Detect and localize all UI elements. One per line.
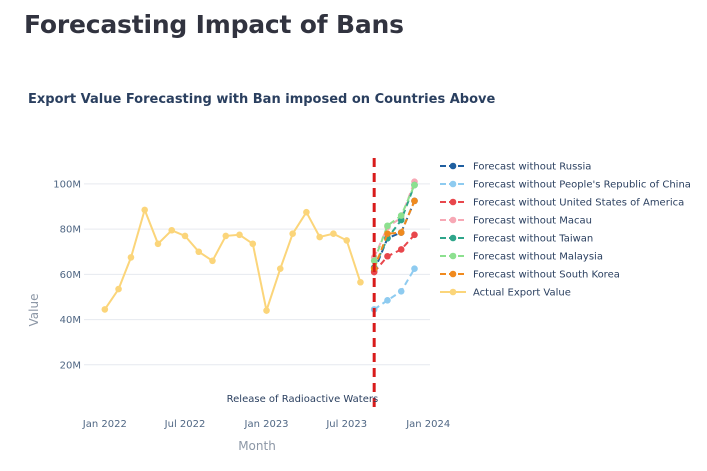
legend-item[interactable]: Forecast without Macau bbox=[440, 216, 592, 227]
data-point bbox=[101, 306, 109, 313]
legend-swatch-marker bbox=[449, 234, 457, 242]
data-point bbox=[209, 257, 216, 265]
legend-item[interactable]: Forecast without Russia bbox=[440, 162, 591, 173]
legend-item[interactable]: Forecast without Taiwan bbox=[440, 234, 593, 245]
data-point bbox=[411, 265, 418, 272]
series-line bbox=[373, 184, 416, 262]
legend-label: Forecast without Macau bbox=[473, 216, 592, 227]
data-point bbox=[263, 307, 270, 314]
page-title: Forecasting Impact of Bans bbox=[24, 10, 404, 39]
x-tick-label: Jul 2023 bbox=[325, 419, 367, 430]
x-tick-label: Jan 2023 bbox=[244, 419, 289, 430]
legend-label: Forecast without Malaysia bbox=[473, 252, 603, 263]
legend-label: Forecast without Russia bbox=[473, 162, 591, 173]
y-tick-label: 80M bbox=[60, 225, 81, 236]
legend-swatch-marker bbox=[449, 162, 457, 170]
series-line bbox=[373, 184, 416, 269]
y-axis-ticks: 20M 40M 60M 80M 100M bbox=[53, 179, 81, 371]
series-group bbox=[101, 178, 418, 315]
legend-swatch-marker bbox=[449, 270, 457, 278]
series bbox=[370, 197, 418, 275]
series-line bbox=[373, 181, 416, 258]
ban-annotation-label: Release of Radioactive Waters bbox=[227, 394, 379, 405]
data-point bbox=[154, 240, 162, 248]
data-point bbox=[276, 265, 284, 272]
series bbox=[370, 265, 418, 313]
x-axis-ticks: Jan 2022 Jul 2022 Jan 2023 Jul 2023 Jan 2024 bbox=[82, 419, 450, 430]
data-point bbox=[411, 197, 418, 205]
data-point bbox=[411, 181, 418, 189]
legend-swatch-marker bbox=[449, 180, 457, 188]
series-line bbox=[103, 206, 362, 315]
y-tick-label: 60M bbox=[60, 270, 81, 281]
data-point bbox=[330, 230, 337, 237]
legend-item[interactable]: Forecast without United States of Americ… bbox=[440, 198, 684, 209]
data-point bbox=[397, 229, 405, 236]
data-point bbox=[343, 237, 351, 244]
y-axis-title: Value bbox=[27, 294, 41, 327]
data-point bbox=[303, 208, 310, 216]
series-line bbox=[373, 200, 416, 270]
x-axis-title: Month bbox=[238, 439, 276, 453]
data-point bbox=[236, 231, 243, 239]
legend-label: Forecast without United States of Americ… bbox=[473, 198, 684, 209]
series bbox=[101, 206, 364, 315]
legend-label: Actual Export Value bbox=[473, 288, 571, 299]
series bbox=[370, 197, 418, 272]
y-tick-label: 20M bbox=[60, 360, 81, 371]
data-point bbox=[411, 231, 418, 239]
data-point bbox=[384, 297, 391, 304]
legend[interactable]: Forecast without Russia Forecast without … bbox=[440, 162, 691, 299]
data-point bbox=[181, 232, 189, 240]
legend-item[interactable]: Forecast without Malaysia bbox=[440, 252, 603, 263]
data-point bbox=[249, 240, 257, 248]
legend-swatch-marker bbox=[449, 198, 457, 206]
data-point bbox=[141, 206, 148, 214]
data-point bbox=[168, 226, 176, 234]
data-point bbox=[370, 257, 378, 265]
data-point bbox=[222, 232, 230, 240]
series-line bbox=[373, 234, 416, 273]
data-point bbox=[384, 222, 391, 230]
series bbox=[370, 181, 418, 265]
y-tick-label: 40M bbox=[60, 315, 81, 326]
legend-label: Forecast without Taiwan bbox=[473, 234, 593, 245]
data-point bbox=[289, 230, 296, 237]
series-line bbox=[373, 200, 416, 272]
chart-title: Export Value Forecasting with Ban impose… bbox=[28, 92, 496, 107]
legend-item[interactable]: Forecast without People's Republic of Ch… bbox=[440, 180, 691, 191]
data-point bbox=[316, 233, 323, 241]
legend-swatch-marker bbox=[449, 216, 457, 224]
legend-label: Forecast without People's Republic of Ch… bbox=[473, 180, 691, 191]
annotation-group: Release of Radioactive Waters bbox=[227, 158, 379, 408]
legend-label: Forecast without South Korea bbox=[473, 270, 620, 281]
data-point bbox=[397, 246, 405, 253]
y-tick-label: 100M bbox=[53, 179, 81, 190]
series-line bbox=[373, 268, 416, 311]
series bbox=[370, 231, 418, 276]
data-point bbox=[397, 216, 405, 224]
x-tick-label: Jan 2022 bbox=[82, 419, 127, 430]
data-point bbox=[384, 230, 391, 237]
data-point bbox=[115, 285, 122, 293]
legend-item[interactable]: Actual Export Value bbox=[440, 288, 571, 299]
legend-swatch-marker bbox=[449, 252, 457, 260]
grid-lines bbox=[84, 183, 430, 366]
legend-item[interactable]: Forecast without South Korea bbox=[440, 270, 620, 281]
legend-swatch-marker bbox=[449, 288, 457, 296]
data-point bbox=[195, 248, 203, 256]
data-point bbox=[397, 212, 405, 219]
data-point bbox=[384, 252, 391, 260]
x-tick-label: Jul 2022 bbox=[164, 419, 206, 430]
x-tick-label: Jan 2024 bbox=[405, 419, 450, 430]
data-point bbox=[357, 278, 364, 286]
data-point bbox=[397, 288, 405, 295]
data-point bbox=[127, 254, 135, 261]
